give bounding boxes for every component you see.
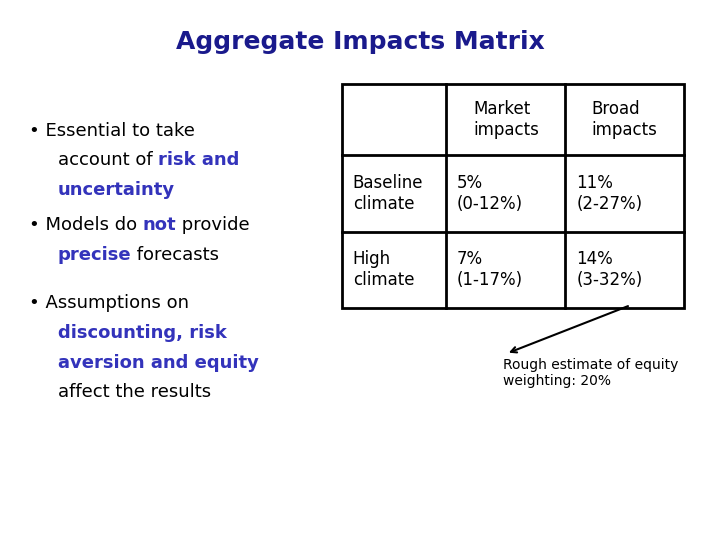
FancyBboxPatch shape [342, 84, 684, 308]
Text: • Assumptions on: • Assumptions on [29, 294, 189, 312]
Text: account of: account of [58, 151, 158, 169]
Text: affect the results: affect the results [58, 383, 211, 401]
Text: Market
impacts: Market impacts [473, 100, 539, 139]
Text: discounting, risk: discounting, risk [58, 324, 227, 342]
Text: aversion and equity: aversion and equity [58, 354, 258, 372]
Text: 7%
(1-17%): 7% (1-17%) [457, 251, 523, 289]
Text: precise: precise [58, 246, 131, 264]
Text: 11%
(2-27%): 11% (2-27%) [576, 174, 642, 213]
Text: risk and: risk and [158, 151, 239, 169]
Text: 14%
(3-32%): 14% (3-32%) [576, 251, 642, 289]
Text: uncertainty: uncertainty [58, 181, 175, 199]
Text: High
climate: High climate [353, 251, 414, 289]
Text: not: not [143, 216, 176, 234]
Text: forecasts: forecasts [131, 246, 219, 264]
Text: Rough estimate of equity
weighting: 20%: Rough estimate of equity weighting: 20% [503, 358, 678, 388]
Text: • Essential to take: • Essential to take [29, 122, 194, 139]
Text: Aggregate Impacts Matrix: Aggregate Impacts Matrix [176, 30, 544, 53]
Text: provide: provide [176, 216, 250, 234]
Text: Baseline
climate: Baseline climate [353, 174, 423, 213]
Text: • Models do: • Models do [29, 216, 143, 234]
Text: 5%
(0-12%): 5% (0-12%) [457, 174, 523, 213]
Text: Broad
impacts: Broad impacts [592, 100, 657, 139]
